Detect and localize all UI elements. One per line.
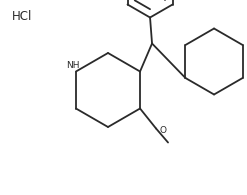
- Text: NH: NH: [66, 61, 80, 71]
- Text: O: O: [159, 126, 166, 135]
- Text: HCl: HCl: [12, 11, 32, 24]
